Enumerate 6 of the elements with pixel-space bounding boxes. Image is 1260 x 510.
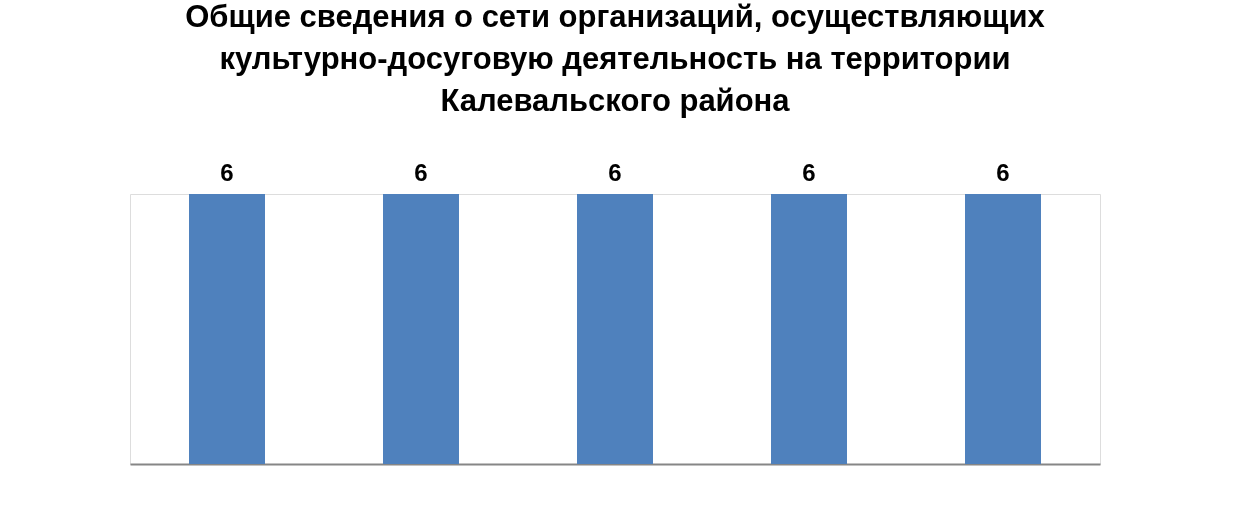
chart-title: Общие сведения о сети организаций, осуществляющих культурно-досуговую деятельность на территории Калевальского района (185, 0, 1046, 118)
data-label: 6 (802, 159, 816, 186)
data-label: 6 (220, 159, 234, 186)
data-label: 6 (608, 159, 622, 186)
data-label: 6 (414, 159, 428, 186)
data-label: 6 (996, 159, 1010, 186)
